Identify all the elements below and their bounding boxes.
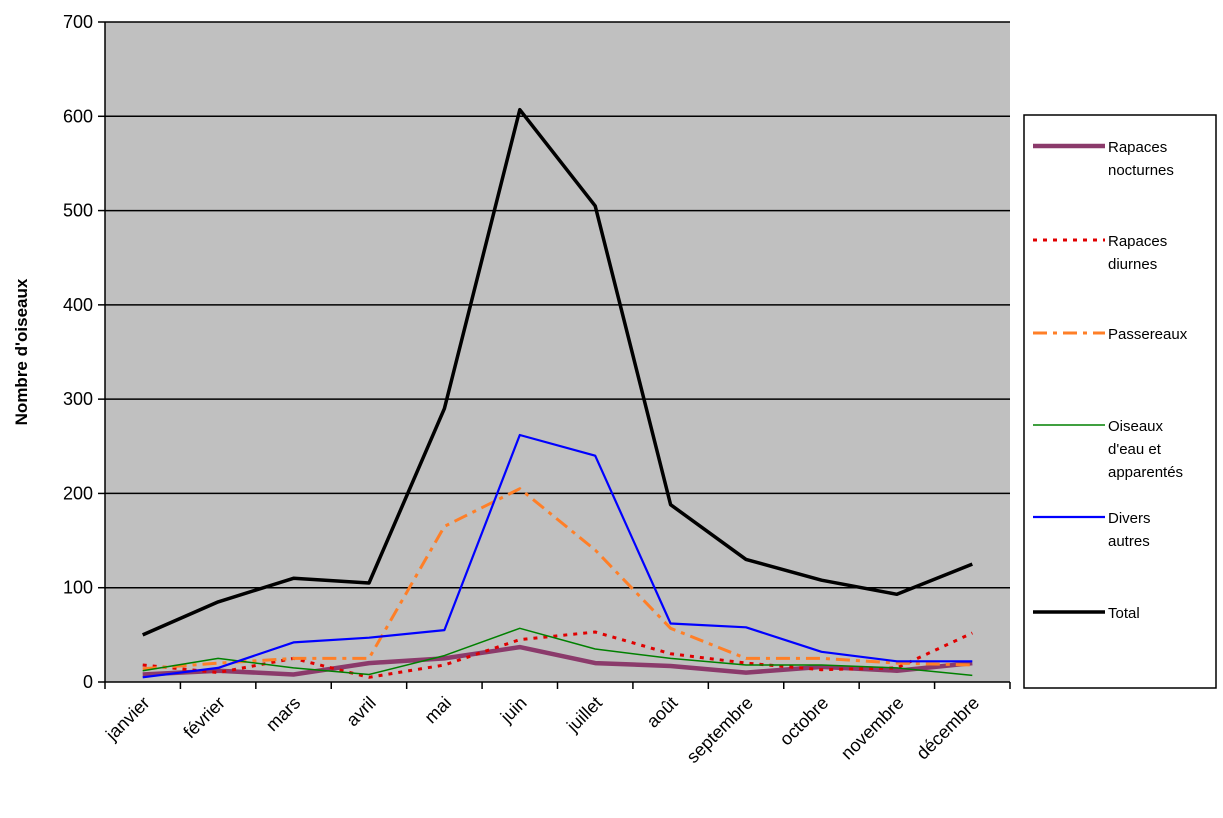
- gridlines: [105, 21, 1010, 589]
- legend-label-rapaces-nocturnes: nocturnes: [1108, 162, 1174, 179]
- y-tick-label: 600: [63, 106, 93, 126]
- legend-label-passereaux: Passereaux: [1108, 326, 1188, 343]
- x-tick-label: octobre: [776, 693, 833, 750]
- y-tick-label: 500: [63, 201, 93, 221]
- y-tick-labels: 0 100 200 300 400 500 600 700: [63, 12, 93, 692]
- series-line-total: [141, 107, 973, 637]
- legend-label-rapaces-diurnes: Rapaces: [1108, 233, 1167, 250]
- legend-label-oiseaux-d-eau-et-apparentes: apparentés: [1108, 464, 1183, 481]
- legend: Rapaces nocturnes Rapaces diurnes Passereaux…: [1023, 114, 1217, 689]
- x-tick-label: novembre: [837, 693, 908, 764]
- plot-background: [105, 22, 1010, 682]
- legend-label-rapaces-diurnes: diurnes: [1108, 256, 1157, 273]
- x-tick-label: janvier: [101, 693, 153, 745]
- y-tick-label: 300: [63, 389, 93, 409]
- legend-label-total: Total: [1108, 605, 1140, 622]
- plot-area: [105, 22, 1010, 682]
- series-lines: [141, 107, 973, 679]
- x-tick-label: avril: [342, 693, 379, 730]
- series-line-rapaces-nocturnes: [142, 644, 973, 677]
- x-tick-label: mars: [262, 693, 304, 735]
- axes: [98, 21, 1011, 689]
- legend-label-oiseaux-d-eau-et-apparentes: Oiseaux: [1108, 418, 1164, 435]
- x-tick-label: février: [179, 693, 229, 743]
- y-tick-label: 400: [63, 295, 93, 315]
- series-line-passereaux: [142, 487, 973, 671]
- legend-label-oiseaux-d-eau-et-apparentes: d'eau et: [1108, 441, 1162, 458]
- legend-label-rapaces-nocturnes: Rapaces: [1108, 139, 1167, 156]
- y-tick-label: 200: [63, 483, 93, 503]
- x-tick-label: juin: [496, 693, 531, 728]
- series-line-divers-autres: [142, 433, 973, 679]
- legend-label-divers-autres: Divers: [1108, 510, 1151, 527]
- x-tick-label: décembre: [912, 693, 983, 764]
- legend-box: [1023, 114, 1217, 689]
- x-tick-label: mai: [421, 693, 456, 728]
- y-tick-label: 100: [63, 578, 93, 598]
- y-axis-title: Nombre d'oiseaux: [12, 278, 31, 425]
- x-tick-label: août: [643, 693, 682, 732]
- y-tick-label: 0: [83, 672, 93, 692]
- series-line-oiseaux-d-eau-et-apparentes: [142, 627, 973, 677]
- legend-label-divers-autres: autres: [1108, 533, 1150, 550]
- x-tick-label: septembre: [683, 693, 757, 767]
- y-tick-label: 700: [63, 12, 93, 32]
- x-tick-labels: janvier février mars avril mai juin juillet aoû…: [101, 693, 983, 767]
- x-tick-label: juillet: [562, 693, 606, 737]
